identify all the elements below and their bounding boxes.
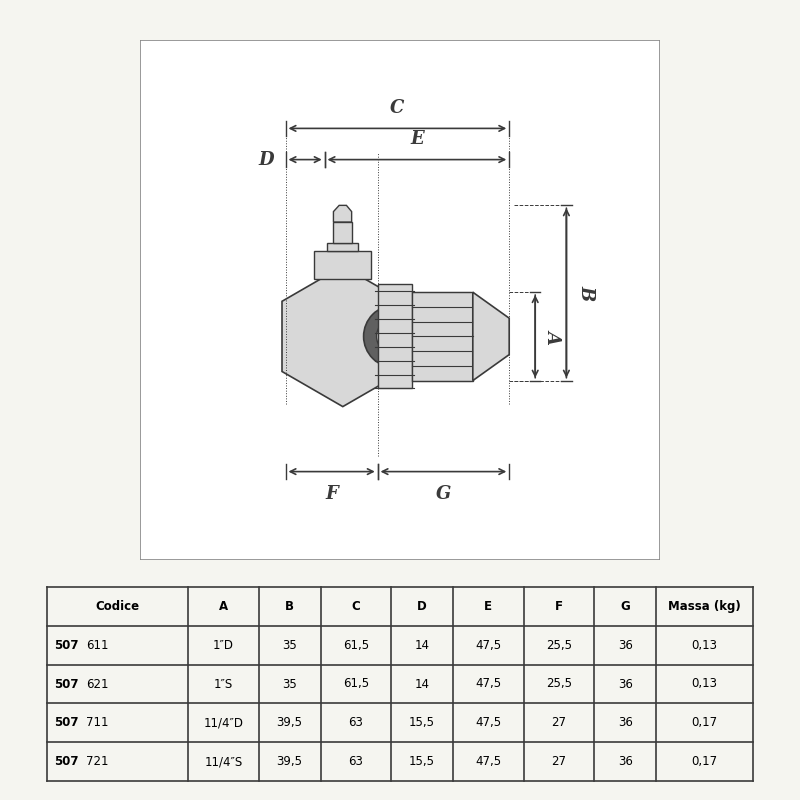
Text: D: D (258, 150, 274, 169)
Text: 15,5: 15,5 (409, 716, 435, 730)
Text: 507: 507 (54, 638, 78, 652)
FancyBboxPatch shape (378, 285, 412, 388)
Text: 25,5: 25,5 (546, 678, 572, 690)
FancyBboxPatch shape (334, 222, 352, 242)
FancyBboxPatch shape (314, 250, 371, 279)
Text: 611: 611 (86, 638, 108, 652)
Text: 36: 36 (618, 716, 633, 730)
Text: F: F (555, 600, 563, 613)
Text: 621: 621 (86, 678, 108, 690)
Text: 14: 14 (414, 638, 430, 652)
Circle shape (364, 305, 426, 367)
Text: 14: 14 (414, 678, 430, 690)
Text: E: E (484, 600, 492, 613)
Text: 63: 63 (349, 716, 363, 730)
Text: 1″S: 1″S (214, 678, 233, 690)
Text: G: G (620, 600, 630, 613)
Text: A: A (545, 330, 562, 343)
Text: 27: 27 (551, 755, 566, 768)
Text: A: A (218, 600, 228, 613)
Text: 36: 36 (618, 755, 633, 768)
Text: 35: 35 (282, 678, 297, 690)
Text: 11/4″D: 11/4″D (203, 716, 243, 730)
Text: 47,5: 47,5 (475, 638, 502, 652)
Polygon shape (473, 292, 510, 381)
Text: 61,5: 61,5 (342, 678, 369, 690)
FancyBboxPatch shape (140, 40, 660, 560)
Text: C: C (390, 99, 405, 117)
Text: 507: 507 (54, 678, 78, 690)
Polygon shape (334, 206, 352, 222)
FancyBboxPatch shape (412, 292, 473, 381)
Text: E: E (410, 130, 424, 148)
Text: 63: 63 (349, 755, 363, 768)
FancyBboxPatch shape (327, 242, 358, 250)
Text: 721: 721 (86, 755, 108, 768)
Text: G: G (436, 485, 451, 502)
Text: 39,5: 39,5 (277, 755, 302, 768)
Text: 25,5: 25,5 (546, 638, 572, 652)
Text: 507: 507 (54, 755, 78, 768)
Text: 47,5: 47,5 (475, 678, 502, 690)
Text: 47,5: 47,5 (475, 755, 502, 768)
Text: 1″D: 1″D (213, 638, 234, 652)
Text: 0,13: 0,13 (692, 638, 718, 652)
Text: 36: 36 (618, 678, 633, 690)
Text: B: B (578, 286, 596, 301)
Polygon shape (282, 266, 403, 406)
Text: 61,5: 61,5 (342, 638, 369, 652)
Circle shape (377, 318, 413, 354)
Text: F: F (326, 485, 338, 502)
Text: 39,5: 39,5 (277, 716, 302, 730)
Text: 507: 507 (54, 716, 78, 730)
Text: 35: 35 (282, 638, 297, 652)
Text: C: C (351, 600, 360, 613)
Text: 15,5: 15,5 (409, 755, 435, 768)
Text: 0,13: 0,13 (692, 678, 718, 690)
Text: Codice: Codice (95, 600, 139, 613)
Text: 0,17: 0,17 (692, 755, 718, 768)
Text: 27: 27 (551, 716, 566, 730)
Text: 36: 36 (618, 638, 633, 652)
Text: 0,17: 0,17 (692, 716, 718, 730)
Text: D: D (418, 600, 427, 613)
Text: 11/4″S: 11/4″S (204, 755, 242, 768)
Text: B: B (285, 600, 294, 613)
Text: Massa (kg): Massa (kg) (668, 600, 741, 613)
Text: 47,5: 47,5 (475, 716, 502, 730)
Text: 711: 711 (86, 716, 108, 730)
